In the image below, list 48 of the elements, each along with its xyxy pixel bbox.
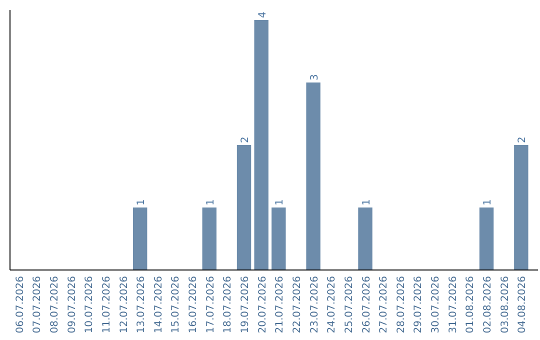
x-tick-label: 20.07.2026 <box>257 276 268 334</box>
x-tick-label: 07.07.2026 <box>32 276 44 334</box>
bar <box>306 82 320 270</box>
bar <box>236 145 252 270</box>
x-tick-label: 21.07.2026 <box>274 276 286 334</box>
x-tick-label: 03.08.2026 <box>500 276 511 334</box>
x-tick-label: 19.07.2026 <box>240 276 252 334</box>
bar <box>479 208 494 270</box>
x-tick-label: 11.07.2026 <box>101 276 112 334</box>
data-label: 1 <box>361 199 372 206</box>
x-tick-label: 16.07.2026 <box>188 276 200 334</box>
x-tick-label: 31.07.2026 <box>448 276 459 334</box>
x-tick-label: 25.07.2026 <box>344 276 355 334</box>
bar <box>254 20 268 270</box>
bar <box>272 208 286 270</box>
x-tick-label: 09.07.2026 <box>66 276 78 334</box>
data-label: 3 <box>309 74 320 80</box>
x-tick-label: 18.07.2026 <box>222 276 234 334</box>
x-tick-label: 04.08.2026 <box>517 276 528 334</box>
x-tick-label: 13.07.2026 <box>136 276 148 334</box>
data-label: 2 <box>240 136 252 143</box>
x-tick-label: 01.08.2026 <box>465 276 476 334</box>
x-tick-label: 15.07.2026 <box>170 276 182 334</box>
x-tick-label: 08.07.2026 <box>49 276 60 334</box>
x-tick-label: 27.07.2026 <box>378 276 390 334</box>
x-tick-label: 14.07.2026 <box>153 276 164 334</box>
x-tick-label: 12.07.2026 <box>118 276 130 334</box>
data-label: 1 <box>274 199 286 206</box>
data-label: 1 <box>482 199 494 206</box>
data-label: 1 <box>205 199 216 206</box>
x-tick-label: 24.07.2026 <box>326 276 338 334</box>
x-tick-label: 22.07.2026 <box>292 276 303 334</box>
bar <box>358 208 372 270</box>
bar <box>132 208 148 270</box>
x-tick-label: 06.07.2026 <box>14 276 26 334</box>
x-tick-label: 28.07.2026 <box>396 276 407 334</box>
x-tick-label: 02.08.2026 <box>482 276 494 334</box>
x-tick-label: 23.07.2026 <box>309 276 320 334</box>
x-tick-label: 17.07.2026 <box>205 276 216 334</box>
data-label: 4 <box>257 12 268 18</box>
bar <box>514 145 528 270</box>
data-label: 2 <box>517 136 528 143</box>
x-tick-label: 29.07.2026 <box>413 276 424 334</box>
data-label: 1 <box>136 199 148 206</box>
x-tick-label: 30.07.2026 <box>430 276 442 334</box>
bar <box>202 208 216 270</box>
x-tick-label: 26.07.2026 <box>361 276 372 334</box>
x-tick-label: 10.07.2026 <box>84 276 96 334</box>
